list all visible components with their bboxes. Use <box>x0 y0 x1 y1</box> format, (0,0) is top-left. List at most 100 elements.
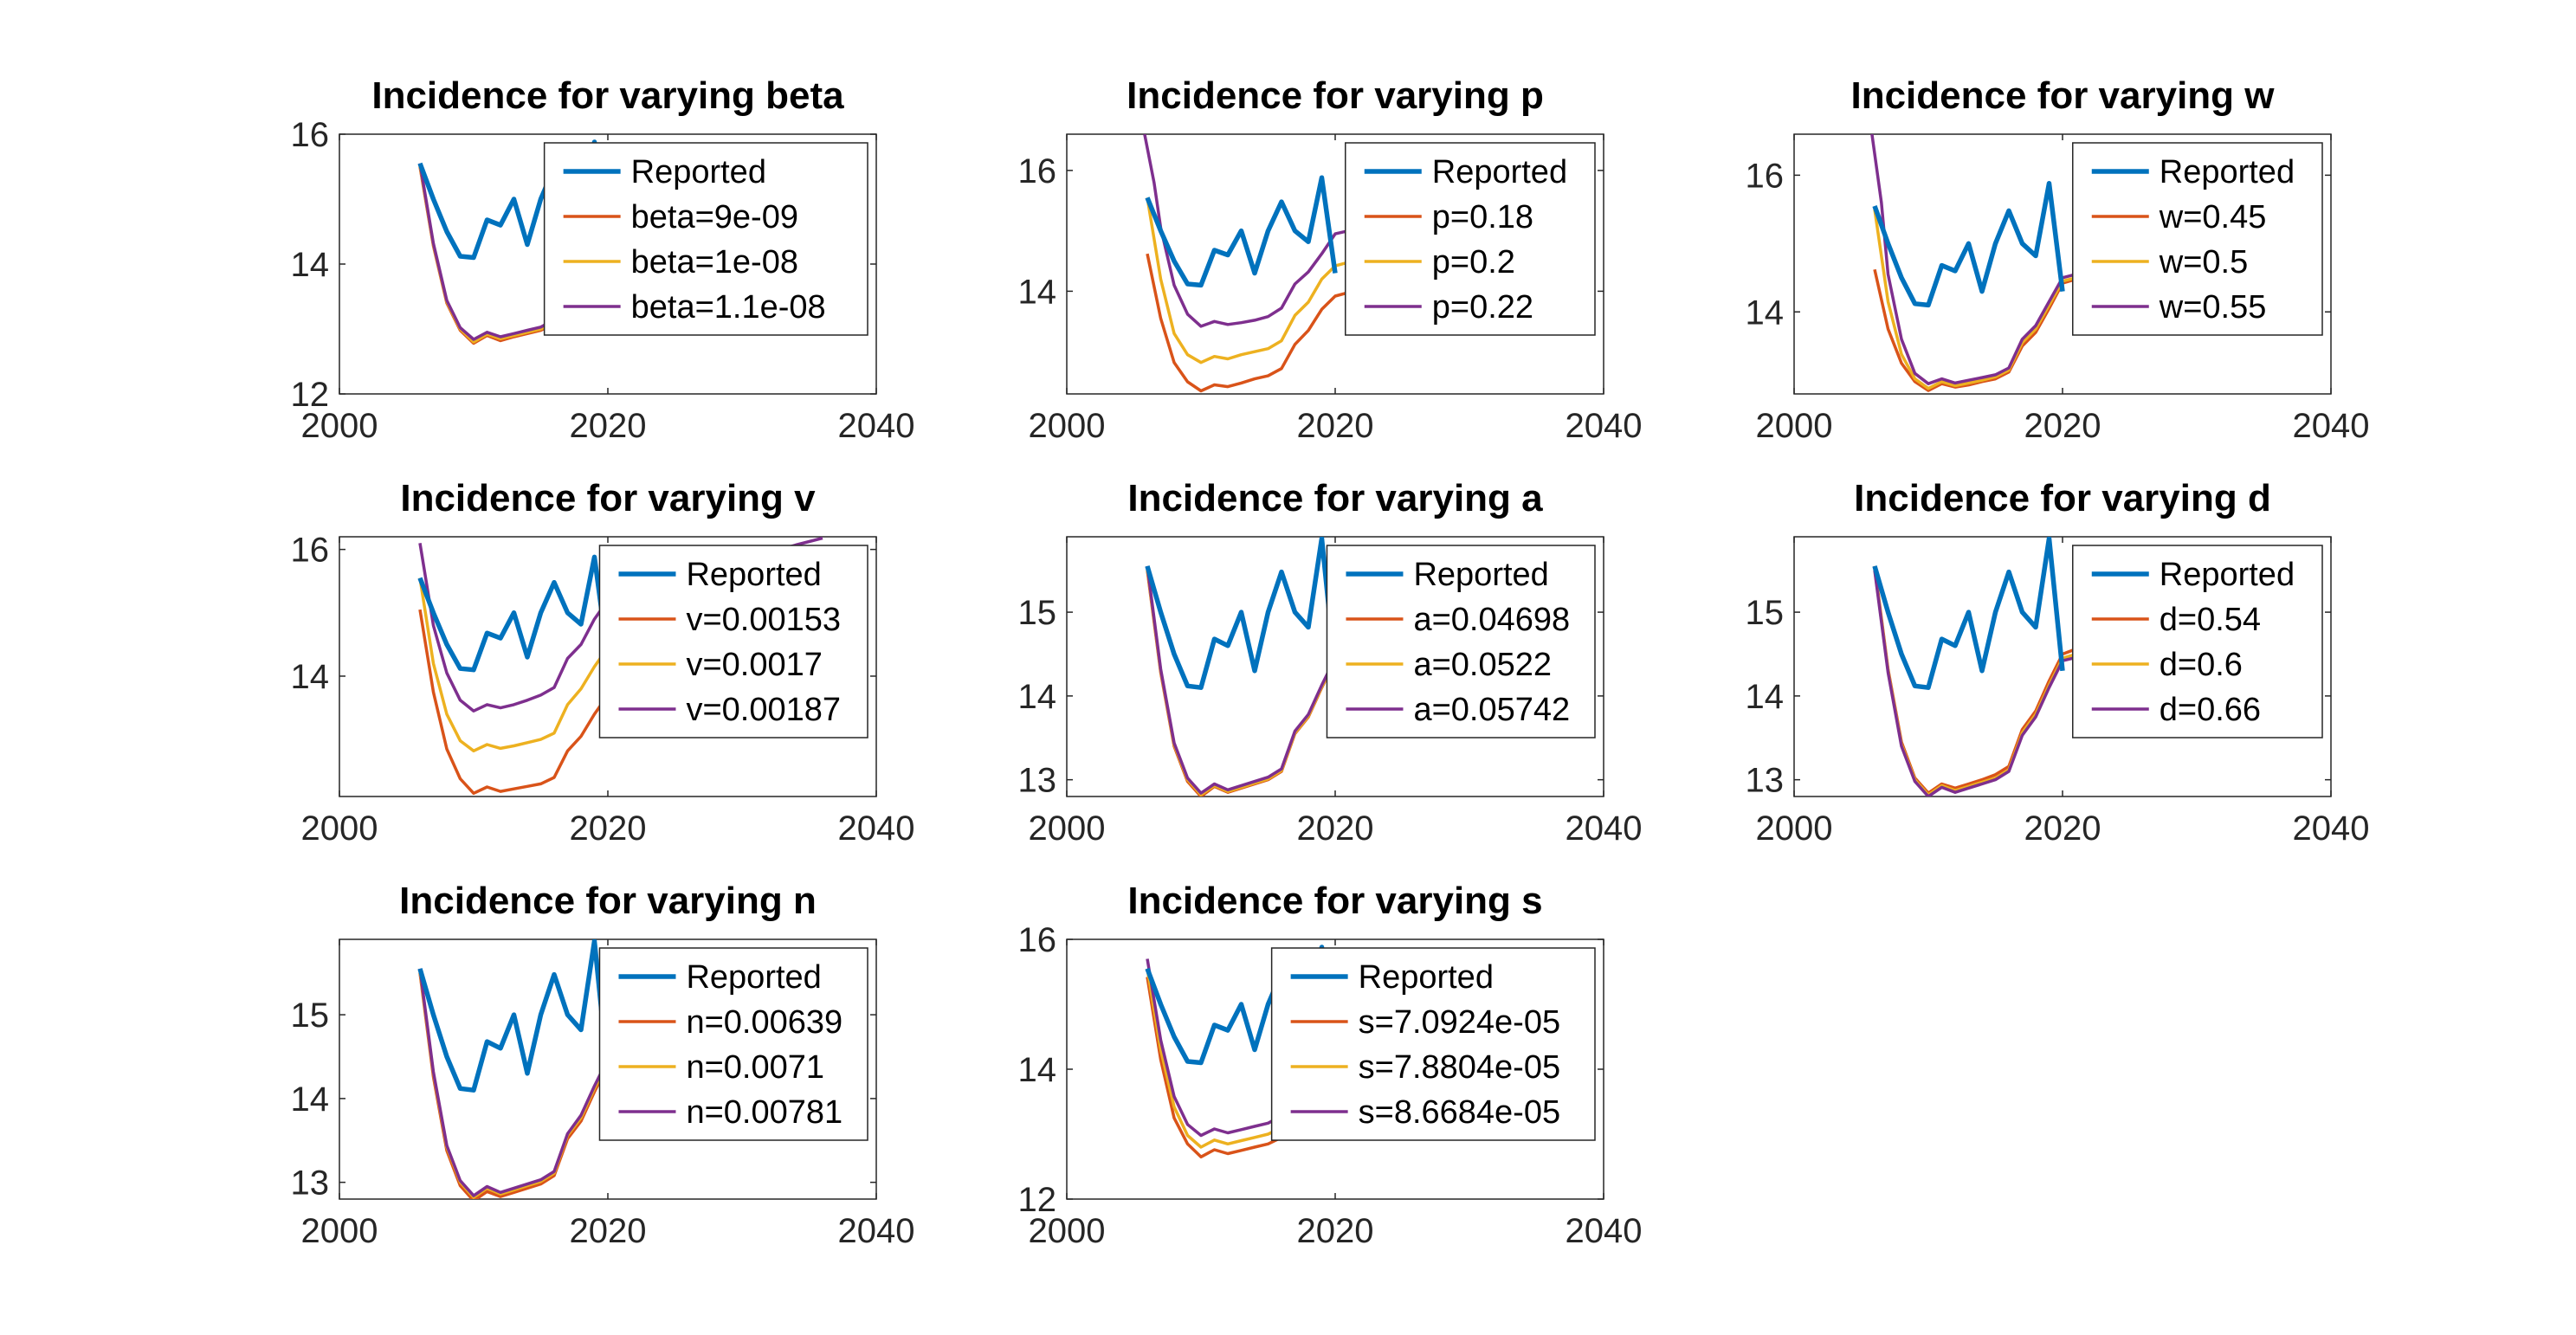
legend: Reported a=0.04698 a=0.0522 a=0.05742 <box>1326 545 1596 738</box>
y-tick-label: 16 <box>1018 152 1057 190</box>
series-line-p-0-18 <box>1146 253 1376 393</box>
series-line-w-0-45 <box>1873 268 2103 392</box>
subplot-title: Incidence for varying d <box>1854 477 2271 519</box>
series-line-reported <box>1872 537 2065 690</box>
legend-entry: s=7.8804e-05 <box>1359 1049 1560 1086</box>
subplot-title: Incidence for varying s <box>1127 880 1542 922</box>
y-tick-label: 15 <box>1018 594 1057 632</box>
y-tick-label: 15 <box>291 996 330 1035</box>
series-line-reported <box>417 939 610 1093</box>
y-tick-label: 14 <box>1018 273 1057 311</box>
y-tick-label: 13 <box>1018 762 1057 800</box>
x-tick-label: 2020 <box>2024 809 2101 848</box>
legend-box <box>598 947 868 1141</box>
y-tick-label: 16 <box>1018 921 1057 959</box>
legend-entry: w=0.55 <box>2159 289 2267 326</box>
legend-entry: p=0.18 <box>1432 199 1533 235</box>
x-tick-label: 2040 <box>838 407 915 445</box>
legend-entry: a=0.05742 <box>1413 692 1570 728</box>
subplot-3: Incidence for varying w 2000 2020 2040 14 16 R… <box>1746 74 2370 445</box>
legend-box <box>1326 545 1596 738</box>
subplot-title: Incidence for varying v <box>400 477 816 519</box>
legend-entry: n=0.0071 <box>686 1049 824 1086</box>
legend-box <box>1270 947 1596 1141</box>
legend-entry: Reported <box>2160 154 2295 190</box>
legend-entry: a=0.04698 <box>1413 602 1570 638</box>
legend-entry: Reported <box>1432 154 1567 190</box>
x-tick-label: 2040 <box>1566 809 1643 848</box>
legend-entry: d=0.66 <box>2160 692 2261 728</box>
y-tick-label: 14 <box>1746 678 1785 716</box>
legend-entry: Reported <box>1413 557 1548 593</box>
series-line-w-0-5 <box>1873 209 2103 390</box>
y-tick-label: 15 <box>1746 594 1785 632</box>
legend: Reported n=0.00639 n=0.0071 n=0.00781 <box>598 947 868 1141</box>
x-tick-label: 2020 <box>2024 407 2101 445</box>
legend-box <box>2072 142 2323 336</box>
series-line-reported <box>417 554 610 673</box>
y-tick-label: 12 <box>1018 1181 1057 1219</box>
series-line-p-0-22 <box>1143 134 1376 328</box>
subplot-title: Incidence for varying n <box>399 880 817 922</box>
legend-entry: s=7.0924e-05 <box>1359 1004 1560 1041</box>
series-line-p-0-2 <box>1146 197 1376 364</box>
x-tick-label: 2000 <box>1756 809 1833 848</box>
subplot-title: Incidence for varying w <box>1850 74 2275 117</box>
x-tick-label: 2040 <box>2293 809 2370 848</box>
legend-entry: Reported <box>686 959 821 996</box>
y-tick-label: 12 <box>291 376 330 414</box>
y-tick-label: 16 <box>291 532 330 570</box>
legend: Reported v=0.00153 v=0.0017 v=0.00187 <box>598 545 868 738</box>
legend: Reported w=0.45 w=0.5 w=0.55 <box>2072 142 2323 336</box>
x-tick-label: 2000 <box>1756 407 1833 445</box>
subplot-7: Incidence for varying n 2000 2020 2040 13 14 1… <box>291 880 915 1250</box>
legend-entry: d=0.6 <box>2160 647 2243 683</box>
legend-entry: v=0.0017 <box>686 647 822 683</box>
y-tick-label: 14 <box>291 1080 330 1119</box>
x-tick-label: 2000 <box>301 407 378 445</box>
legend: Reported beta=9e-09 beta=1e-08 beta=1.1e-08 <box>543 142 868 336</box>
series-line-d-0-66 <box>1873 570 2103 796</box>
legend-box <box>1345 142 1596 336</box>
legend-box <box>543 142 868 336</box>
legend-entry: Reported <box>631 154 766 190</box>
y-tick-label: 14 <box>1746 293 1785 332</box>
y-tick-label: 16 <box>1746 157 1785 195</box>
legend-entry: s=8.6684e-05 <box>1359 1094 1560 1131</box>
x-tick-label: 2000 <box>1029 809 1106 848</box>
x-tick-label: 2020 <box>570 809 647 848</box>
y-tick-label: 13 <box>1746 762 1785 800</box>
x-tick-label: 2000 <box>301 1212 378 1250</box>
subplot-5: Incidence for varying a 2000 2020 2040 13 14 1… <box>1018 477 1643 848</box>
legend-box <box>598 545 868 738</box>
y-tick-label: 14 <box>291 246 330 284</box>
legend-entry: n=0.00639 <box>686 1004 843 1041</box>
legend-entry: w=0.45 <box>2159 199 2267 235</box>
legend-entry: d=0.54 <box>2160 602 2261 638</box>
series-line-reported <box>1145 537 1338 690</box>
y-tick-label: 16 <box>291 116 330 154</box>
x-tick-label: 2000 <box>301 809 378 848</box>
y-tick-label: 14 <box>1018 678 1057 716</box>
x-tick-label: 2040 <box>2293 407 2370 445</box>
y-tick-label: 14 <box>291 658 330 696</box>
legend-entry: Reported <box>1359 959 1494 996</box>
legend-entry: p=0.2 <box>1432 244 1515 281</box>
legend-entry: beta=1.1e-08 <box>631 289 826 326</box>
x-tick-label: 2020 <box>570 1212 647 1250</box>
x-tick-label: 2020 <box>1297 407 1374 445</box>
x-tick-label: 2040 <box>838 809 915 848</box>
y-tick-label: 13 <box>291 1164 330 1203</box>
subplot-title: Incidence for varying p <box>1127 74 1544 117</box>
legend-entry: w=0.5 <box>2159 244 2248 281</box>
legend: Reported p=0.18 p=0.2 p=0.22 <box>1345 142 1596 336</box>
subplot-4: Incidence for varying v 2000 2020 2040 14 16 R… <box>291 477 915 848</box>
subplot-8: Incidence for varying s 2000 2020 2040 12 14 1… <box>1018 880 1643 1250</box>
subplot-1: Incidence for varying beta 2000 2020 2040 12… <box>291 74 915 445</box>
legend-entry: v=0.00153 <box>686 602 841 638</box>
x-tick-label: 2000 <box>1029 1212 1106 1250</box>
y-tick-label: 14 <box>1018 1051 1057 1089</box>
legend-entry: n=0.00781 <box>686 1094 843 1131</box>
x-tick-label: 2020 <box>1297 1212 1374 1250</box>
